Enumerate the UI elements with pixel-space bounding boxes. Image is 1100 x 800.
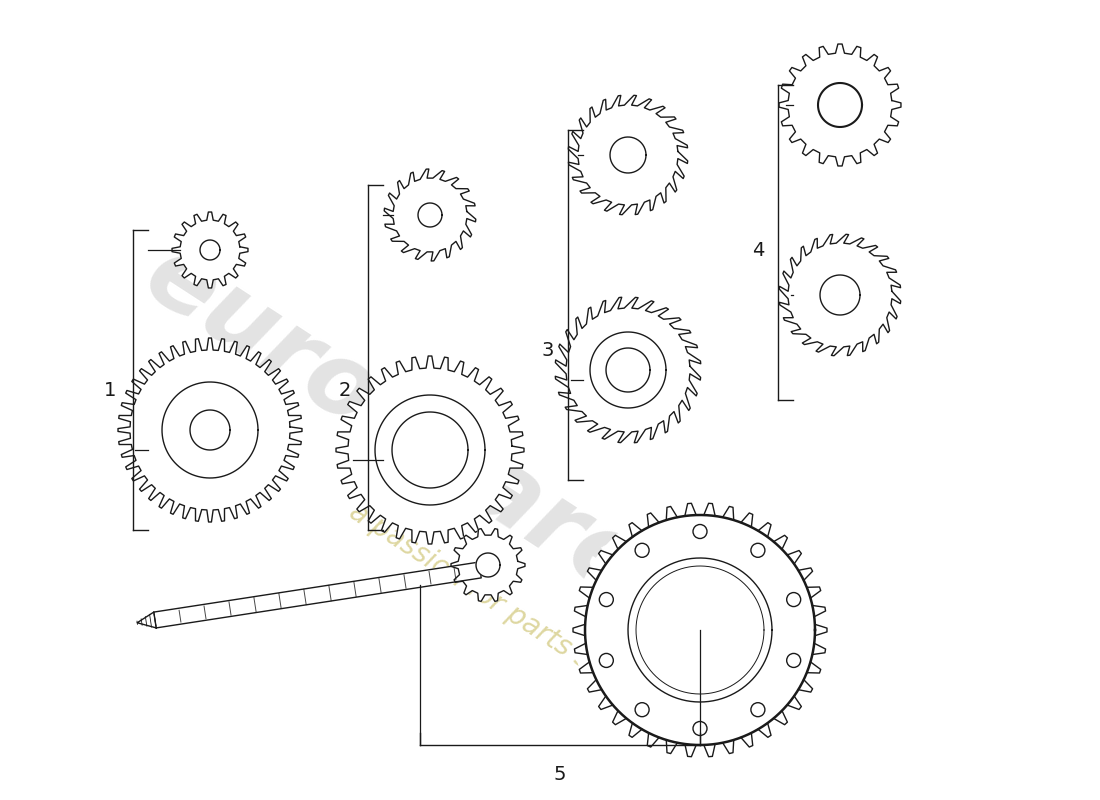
Text: eurospares: eurospares [126,227,710,653]
Text: 1: 1 [103,381,117,399]
Polygon shape [779,44,901,166]
Polygon shape [606,348,650,392]
Polygon shape [392,412,468,488]
Polygon shape [118,338,303,522]
Polygon shape [556,298,701,442]
Polygon shape [820,275,860,315]
Text: 4: 4 [751,241,764,259]
Text: 3: 3 [542,341,554,359]
Text: a passion for parts since 1985: a passion for parts since 1985 [344,498,712,750]
Polygon shape [628,558,772,702]
Polygon shape [154,562,481,628]
Polygon shape [818,83,862,127]
Polygon shape [569,95,688,214]
Polygon shape [200,240,220,260]
Polygon shape [476,553,501,577]
Polygon shape [375,395,485,505]
Text: 5: 5 [553,766,566,785]
Polygon shape [451,529,525,602]
Polygon shape [610,137,646,173]
Polygon shape [418,203,442,227]
Polygon shape [190,410,230,450]
Polygon shape [336,356,524,544]
Polygon shape [384,169,476,261]
Polygon shape [779,234,901,356]
Text: 2: 2 [339,381,351,399]
Polygon shape [574,504,826,756]
Polygon shape [172,212,248,288]
